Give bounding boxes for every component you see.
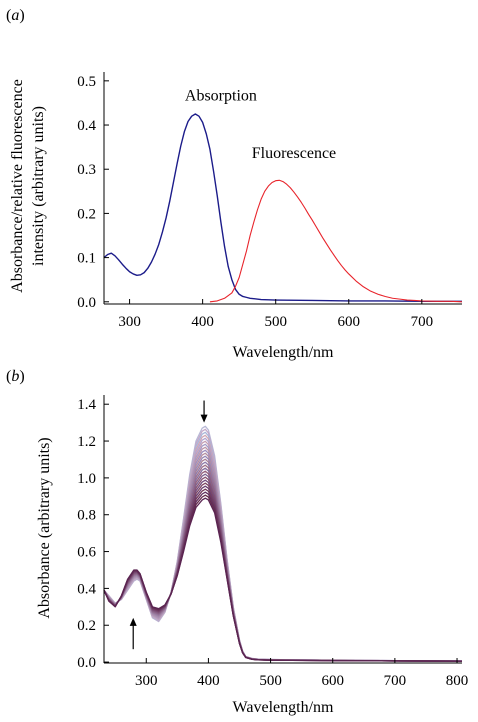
- panel-a-x-tick-label: 600: [338, 314, 361, 330]
- panel-b-arrows: [129, 400, 208, 650]
- absorbance-spectrum-13: [103, 461, 463, 662]
- panel-a-y-tick-label: 0.0: [77, 295, 96, 311]
- absorbance-spectrum-15: [103, 467, 463, 662]
- panel-b-y-tick-label: 1.4: [77, 397, 96, 413]
- arrow-down: [200, 400, 208, 423]
- panel-b: (b) 0.0 0.2 0.4 0.6 0.8 1.0 1.2 1.4 300 400 500 60…: [6, 368, 468, 716]
- panel-b-x-tick-label: 600: [321, 673, 344, 689]
- absorbance-spectrum-4: [103, 434, 463, 662]
- absorbance-spectrum-18: [103, 476, 463, 662]
- panel-b-y-tick-label: 0.2: [77, 618, 96, 634]
- absorbance-spectrum-17: [103, 473, 463, 662]
- panel-a-x-tick-label: 700: [411, 314, 434, 330]
- panel-a-y-axis-title-line-1: Absorbance/relative fluorescence: [9, 79, 26, 293]
- panel-a-annotations: Absorption Fluorescence: [185, 88, 336, 162]
- panel-a-y-ticks: 0.0 0.1 0.2 0.3 0.4 0.5: [77, 74, 109, 311]
- absorbance-spectrum-12: [103, 458, 463, 662]
- panel-b-y-tick-label: 1.2: [77, 434, 96, 450]
- panel-b-y-tick-label: 0.6: [77, 545, 96, 561]
- panel-b-x-tick-label: 800: [446, 673, 469, 689]
- panel-b-y-ticks: 0.0 0.2 0.4 0.6 0.8 1.0 1.2 1.4: [77, 397, 109, 671]
- panel-a-y-tick-label: 0.5: [77, 74, 96, 90]
- panel-b-x-tick-label: 500: [259, 673, 282, 689]
- absorbance-spectrum-23: [103, 491, 463, 662]
- panel-b-x-tick-label: 400: [197, 673, 220, 689]
- absorbance-spectrum-7: [103, 443, 463, 662]
- panel-a-label: (a): [6, 7, 25, 24]
- panel-b-x-axis-title: Wavelength/nm: [233, 699, 334, 716]
- panel-b-x-tick-label: 700: [384, 673, 407, 689]
- panel-a: (a) 0.0 0.1 0.2 0.3 0.4 0.5 300 400 500 600 700 W…: [6, 7, 463, 361]
- absorbance-spectrum-14: [103, 464, 463, 662]
- absorbance-spectrum-11: [103, 455, 463, 662]
- arrow-up: [129, 617, 137, 650]
- panel-b-x-ticks: 300 400 500 600 700 800: [135, 658, 468, 689]
- absorbance-spectrum-10: [103, 452, 463, 662]
- panel-b-y-tick-label: 0.8: [77, 508, 96, 524]
- panel-a-y-tick-label: 0.4: [77, 118, 96, 134]
- annotation-fluorescence: Fluorescence: [252, 145, 336, 162]
- absorbance-spectrum-16: [103, 470, 463, 662]
- panel-b-y-tick-label: 0.4: [77, 581, 96, 597]
- panel-b-y-tick-label: 1.0: [77, 471, 96, 487]
- fluorescence-curve: [209, 179, 463, 303]
- absorbance-spectrum-3: [103, 431, 463, 662]
- absorbance-spectrum-5: [103, 437, 463, 662]
- absorption-curve: [103, 113, 462, 303]
- panel-a-x-tick-label: 300: [118, 314, 141, 330]
- panel-b-label: (b): [6, 368, 25, 385]
- panel-a-y-tick-label: 0.2: [77, 206, 96, 222]
- absorbance-spectrum-22: [103, 488, 463, 662]
- panel-a-y-axis-title-line-2: intensity (arbitrary units): [30, 106, 47, 266]
- panel-a-x-tick-label: 500: [264, 314, 287, 330]
- absorbance-spectrum-21: [103, 485, 463, 662]
- panel-a-y-tick-label: 0.1: [77, 251, 96, 267]
- panel-b-series: [103, 425, 463, 662]
- absorbance-spectrum-20: [103, 482, 463, 662]
- annotation-absorption: Absorption: [185, 88, 257, 105]
- panel-a-y-tick-label: 0.3: [77, 162, 96, 178]
- absorbance-spectrum-2: [103, 428, 463, 662]
- panel-a-series: [103, 113, 463, 303]
- panel-b-y-axis-title: Absorbance (arbitrary units): [36, 437, 53, 618]
- absorbance-spectrum-6: [103, 440, 463, 662]
- panel-a-x-axis-title: Wavelength/nm: [233, 344, 334, 361]
- absorbance-spectrum-25: [103, 497, 463, 662]
- panel-b-x-tick-label: 300: [135, 673, 158, 689]
- absorbance-spectrum-19: [103, 479, 463, 662]
- absorbance-spectrum-9: [103, 449, 463, 662]
- panel-a-x-ticks: 300 400 500 600 700: [118, 299, 433, 330]
- panel-b-y-tick-label: 0.0: [77, 655, 96, 671]
- absorbance-spectrum-8: [103, 446, 463, 662]
- panel-a-x-tick-label: 400: [191, 314, 214, 330]
- absorbance-spectrum-24: [103, 494, 463, 662]
- absorbance-spectrum-1: [103, 425, 463, 662]
